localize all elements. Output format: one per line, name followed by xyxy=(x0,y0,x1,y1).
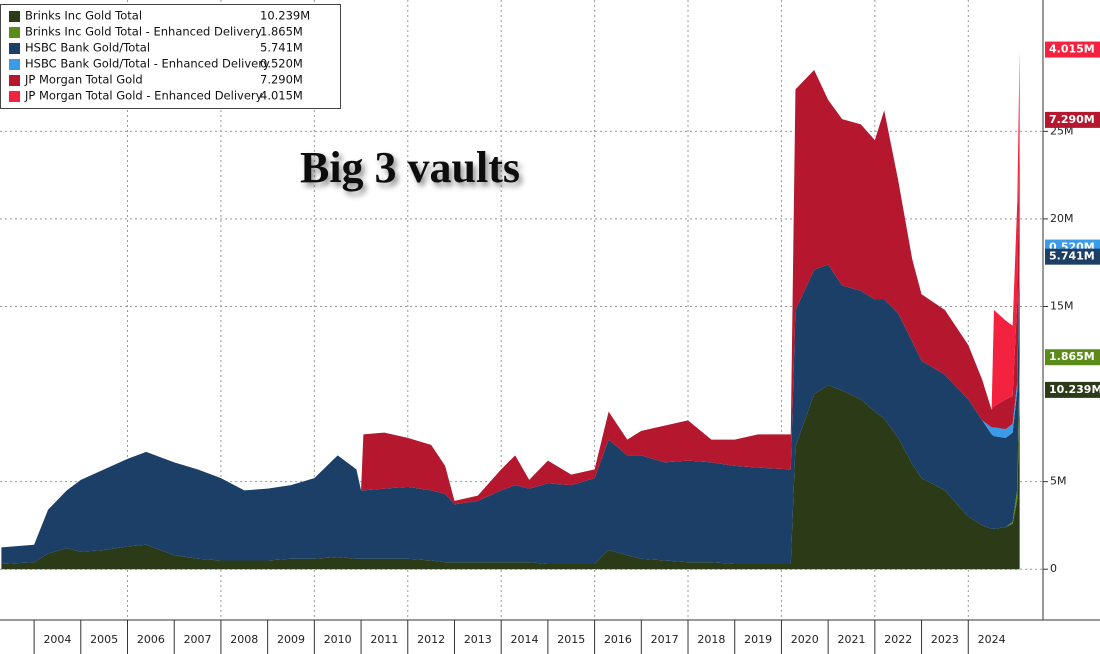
x-tick-label: 2011 xyxy=(370,633,398,646)
legend-value: 10.239M xyxy=(260,9,310,23)
x-tick-label: 2012 xyxy=(417,633,445,646)
legend-label: Brinks Inc Gold Total - Enhanced Deliver… xyxy=(25,25,262,39)
y-tick-label: 15M xyxy=(1050,299,1074,312)
legend: Brinks Inc Gold Total 10.239M Brinks Inc G… xyxy=(0,4,341,109)
legend-swatch xyxy=(9,91,20,102)
legend-swatch xyxy=(9,59,20,70)
x-tick-label: 2018 xyxy=(697,633,725,646)
value-tag-box xyxy=(1045,381,1100,398)
legend-value: 1.865M xyxy=(260,25,303,39)
area xyxy=(1,385,1020,570)
value-tag-box xyxy=(1045,111,1100,128)
y-tick-label: 20M xyxy=(1050,212,1074,225)
x-tick-label: 2021 xyxy=(837,633,865,646)
x-tick-label: 2006 xyxy=(137,633,165,646)
x-tick-label: 2020 xyxy=(791,633,819,646)
area xyxy=(1,256,1020,564)
legend-label: HSBC Bank Gold/Total xyxy=(25,41,150,55)
x-tick-label: 2016 xyxy=(604,633,632,646)
legend-label: JP Morgan Total Gold - Enhanced Delivery xyxy=(24,89,263,103)
legend-swatch xyxy=(9,27,20,38)
x-tick-label: 2019 xyxy=(744,633,772,646)
legend-value: 0.520M xyxy=(260,57,303,71)
value-tag: 5.741M xyxy=(1049,250,1095,263)
legend-label: Brinks Inc Gold Total xyxy=(25,9,142,23)
x-tick-label: 2023 xyxy=(931,633,959,646)
x-tick-label: 2014 xyxy=(511,633,539,646)
y-tick-label: 5M xyxy=(1050,475,1067,488)
x-tick-label: 2022 xyxy=(884,633,912,646)
areas xyxy=(1,49,1020,570)
x-tick-label: 2013 xyxy=(464,633,492,646)
value-tag: 10.239M xyxy=(1049,383,1100,396)
legend-value: 5.741M xyxy=(260,41,303,55)
x-tick-label: 2008 xyxy=(230,633,258,646)
legend-swatch xyxy=(9,11,20,22)
x-tick-label: 2010 xyxy=(324,633,352,646)
x-tick-label: 2009 xyxy=(277,633,305,646)
x-tick-label: 2015 xyxy=(557,633,585,646)
x-tick-label: 2004 xyxy=(43,633,71,646)
annotation: Big 3 vaults xyxy=(300,143,520,192)
x-tick-label: 2017 xyxy=(651,633,679,646)
legend-value: 4.015M xyxy=(260,89,303,103)
value-tag: 1.865M xyxy=(1049,350,1095,363)
value-tag-box xyxy=(1045,41,1100,58)
legend-swatch xyxy=(9,43,20,54)
value-tag-box xyxy=(1045,248,1100,265)
value-tag: 7.290M xyxy=(1049,113,1095,126)
x-tick-label: 2005 xyxy=(90,633,118,646)
value-tag-box xyxy=(1045,349,1100,366)
legend-swatch xyxy=(9,75,20,86)
legend-box xyxy=(0,4,341,109)
x-tick-label: 2024 xyxy=(978,633,1006,646)
value-tag: 4.015M xyxy=(1049,43,1095,56)
legend-label: HSBC Bank Gold/Total - Enhanced Delivery xyxy=(25,57,270,71)
y-tick-label: 0 xyxy=(1050,562,1057,575)
legend-value: 7.290M xyxy=(260,73,303,87)
x-tick-label: 2007 xyxy=(184,633,212,646)
legend-label: JP Morgan Total Gold xyxy=(24,73,143,87)
